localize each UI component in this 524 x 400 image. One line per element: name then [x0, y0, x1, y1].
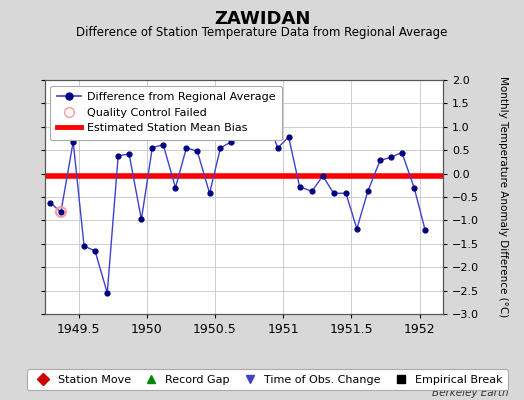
Point	[342, 190, 350, 196]
Point	[91, 248, 99, 254]
Point	[239, 127, 248, 134]
Text: ZAWIDAN: ZAWIDAN	[214, 10, 310, 28]
Point	[69, 138, 78, 145]
Point	[114, 153, 123, 159]
Legend: Station Move, Record Gap, Time of Obs. Change, Empirical Break: Station Move, Record Gap, Time of Obs. C…	[27, 369, 508, 390]
Point	[205, 190, 214, 196]
Point	[57, 209, 65, 215]
Point	[319, 173, 327, 179]
Point	[421, 226, 429, 233]
Text: Difference of Station Temperature Data from Regional Average: Difference of Station Temperature Data f…	[77, 26, 447, 39]
Point	[308, 188, 316, 194]
Point	[364, 188, 372, 194]
Point	[261, 112, 270, 118]
Point	[330, 190, 338, 196]
Point	[274, 145, 282, 151]
Point	[296, 184, 304, 190]
Point	[182, 145, 191, 151]
Point	[103, 290, 112, 296]
Point	[159, 141, 167, 148]
Y-axis label: Monthly Temperature Anomaly Difference (°C): Monthly Temperature Anomaly Difference (…	[498, 76, 508, 318]
Point	[193, 148, 202, 154]
Point	[46, 200, 54, 206]
Point	[216, 145, 225, 151]
Text: Berkeley Earth: Berkeley Earth	[432, 388, 508, 398]
Point	[148, 145, 157, 151]
Legend: Difference from Regional Average, Quality Control Failed, Estimated Station Mean: Difference from Regional Average, Qualit…	[50, 86, 282, 140]
Point	[125, 151, 133, 157]
Point	[387, 154, 395, 160]
Point	[376, 157, 384, 164]
Point	[227, 138, 236, 145]
Point	[353, 226, 361, 232]
Point	[285, 134, 293, 140]
Point	[137, 216, 146, 223]
Point	[398, 149, 406, 156]
Point	[171, 184, 180, 191]
Point	[410, 184, 418, 191]
Point	[250, 121, 259, 128]
Point	[80, 243, 88, 249]
Point	[57, 209, 65, 215]
